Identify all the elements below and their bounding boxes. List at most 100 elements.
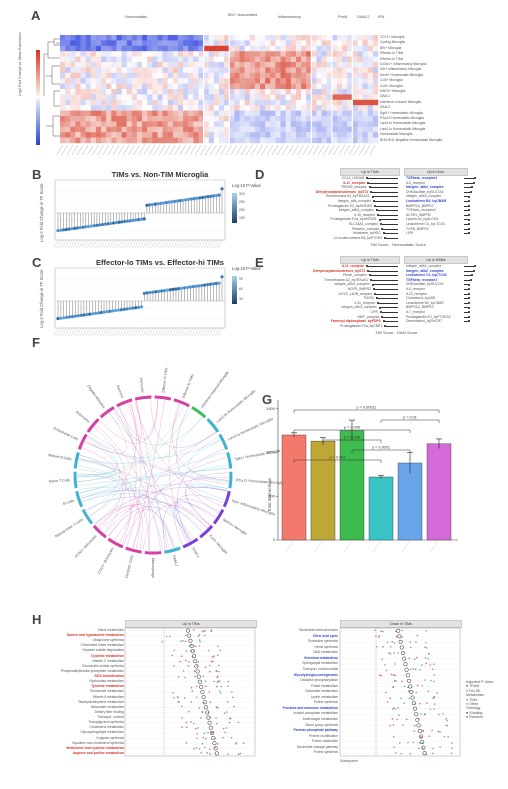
heatmap-cell [65,78,71,84]
heatmap-cell [80,89,86,95]
legend-label: Ontology [466,706,481,711]
heatmap-cell [213,116,220,122]
tf-tick [134,239,139,249]
heatmap-cell [352,78,358,84]
ligand-stem [375,289,398,290]
subsystem-point [197,727,199,729]
chord-sector-arc [222,490,231,508]
heatmap-cell [239,94,245,100]
heatmap-cell [372,45,379,52]
ligand-point [370,278,373,281]
heatmap-cell [260,89,266,95]
ligand-point [371,195,374,198]
heatmap-cell [152,99,158,106]
heatmap-cell [295,72,302,79]
tf-tick [91,327,96,337]
heatmap-cell [65,99,71,106]
subsystem-point [442,713,444,715]
lollipop-point [200,195,205,200]
panel-label-f: F [32,335,40,350]
heatmap-cell [311,40,317,46]
tf-tick [76,239,81,249]
subsystem-point [418,747,420,750]
heatmap-cell [331,78,338,84]
x-tick-label-line [314,539,324,553]
ligand-label: Pleiomin_complex [351,226,380,231]
tf-tick [101,239,106,249]
heatmap-cell [219,78,225,84]
heatmap-cell [208,132,215,138]
subsystem-point [394,707,397,710]
heatmap-cell [80,94,86,100]
heatmap-cell [152,45,158,52]
subsystem-label: Taurine and hypotaurine metabolism [66,633,124,638]
subsystem-point [185,650,188,652]
heatmap-cell [270,99,276,106]
heatmap-cell [326,45,333,52]
subsystem-point [188,661,190,663]
heatmap-cell [106,83,112,90]
heatmap-cell [347,132,353,138]
subsystem-point [400,752,402,755]
subsystem-point [386,701,389,703]
heatmap-cell [131,45,138,52]
heatmap-cell [336,35,343,41]
subsystem-point [418,742,421,744]
ligand-stem [383,228,398,230]
subsystem-point [431,668,434,671]
heatmap-cell [152,94,158,100]
heatmap-cell [208,56,215,63]
heatmap-cell [157,116,163,122]
significance-bracket [322,439,382,443]
heatmap-cell [239,67,245,73]
heatmap-cell [342,35,348,41]
heatmap-cell [321,62,327,68]
subsystem-point [214,746,216,749]
lollipop-point [73,226,77,230]
median-point [193,659,198,664]
heatmap-cell [142,56,148,63]
subsystem-point [389,697,392,700]
heatmap-cell [367,89,374,95]
ligand-stem [464,210,468,211]
heatmap-cell [80,105,86,111]
lollipop-point [131,218,135,222]
heatmap-cell [177,83,184,90]
heatmap-cell [95,121,102,127]
ligand-stem [376,293,398,295]
subsystem-point [194,727,197,730]
heatmap-cell [193,78,199,84]
heatmap-cell [90,45,97,52]
heatmap-cell [270,51,276,57]
heatmap-cell [188,99,194,106]
chord-sector-arc [218,433,229,450]
heatmap-cell [357,94,363,100]
heatmap-cell [285,78,292,84]
ligand-label: ACVR_1A2B_receptor [338,291,373,296]
heatmap-cell [152,83,158,90]
heatmap-cell [111,78,117,84]
heatmap-cell [70,137,76,144]
heatmap-cell [244,126,250,133]
heatmap-cell [260,35,266,41]
ligand-point [367,181,370,184]
heatmap-cell [142,126,148,133]
heatmap-cell [367,137,374,144]
heatmap-cell [172,62,179,68]
heatmap-cell [116,137,122,144]
heatmap-cell [167,116,174,122]
heatmap-cell [198,137,204,144]
heatmap-cell [126,110,133,117]
chord-link [119,406,137,544]
heatmap-cell [193,94,199,100]
subsystem-point [425,642,427,644]
heatmap-cell [357,51,363,57]
heatmap-cell [188,126,194,133]
heatmap-cell [131,137,138,144]
heatmap-cell [131,40,138,46]
heatmap-cell [336,132,343,138]
heatmap-cell [234,72,240,79]
ligand-row: Leukotriene C4_byLTC4S [404,273,494,278]
heatmap-cell [219,132,225,138]
heatmap-cell [85,121,91,127]
